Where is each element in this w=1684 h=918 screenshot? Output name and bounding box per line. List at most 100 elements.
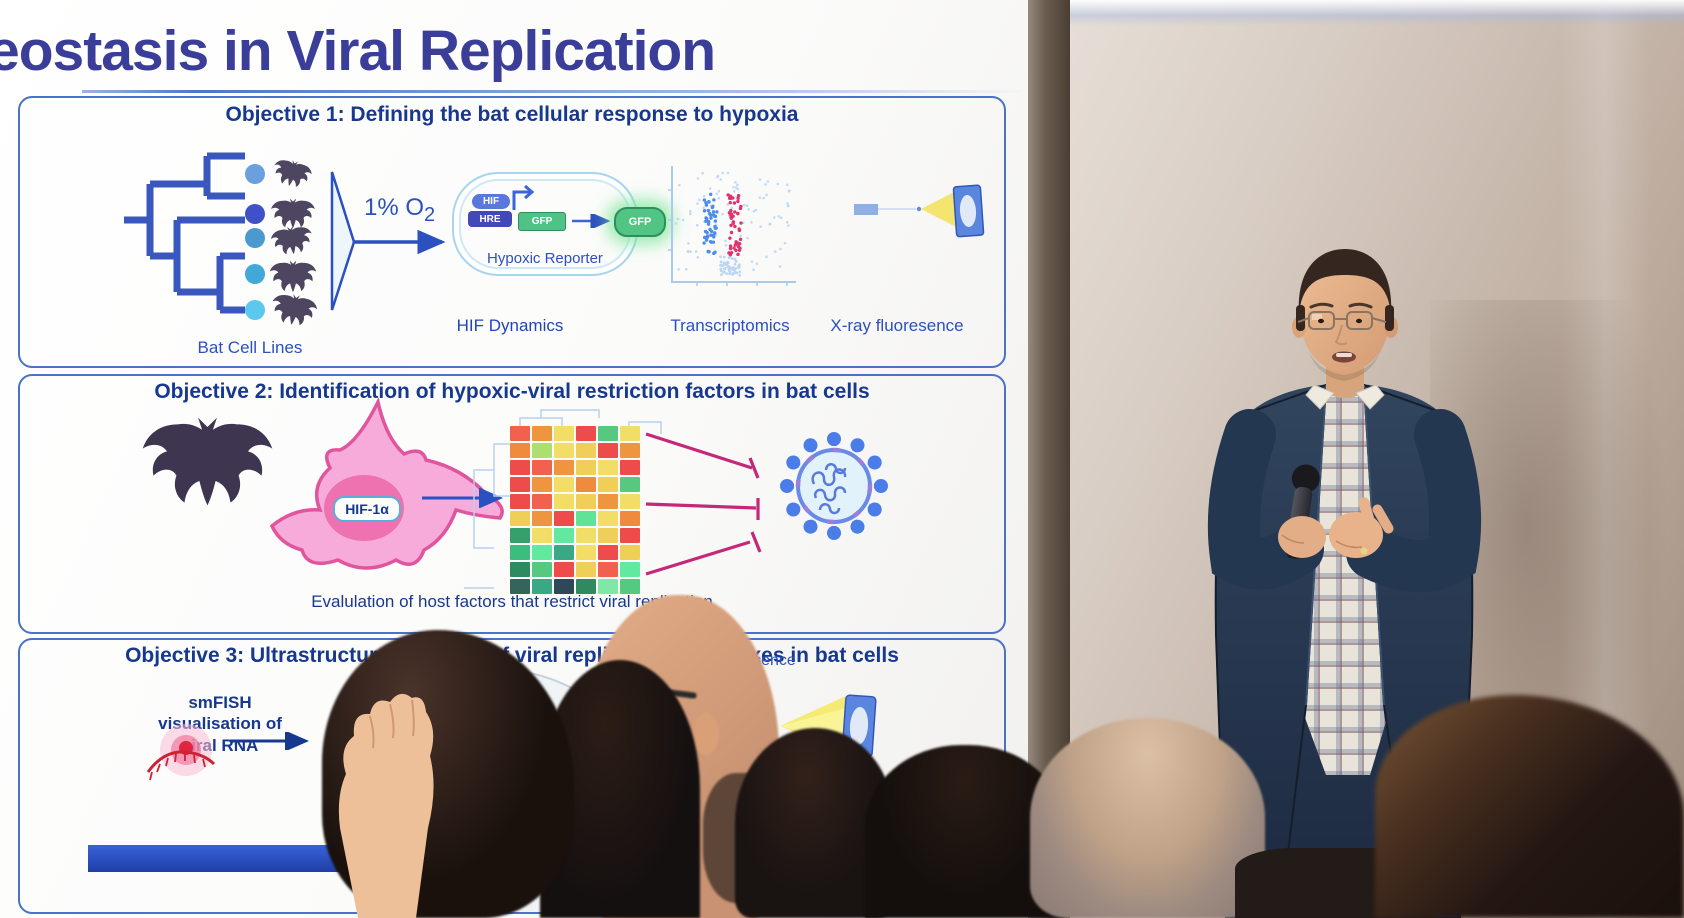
heatmap-cell <box>554 443 574 458</box>
slide-title: eostasis in Viral Replication <box>0 19 716 83</box>
heatmap-cell <box>554 545 574 560</box>
virus-spikes <box>780 432 888 540</box>
heatmap-cell <box>576 511 596 526</box>
audience-bald-head <box>1030 718 1265 918</box>
heatmap-cell <box>554 494 574 509</box>
heatmap-cell <box>554 528 574 543</box>
virus-icon <box>780 432 888 540</box>
rna-probe-icon <box>146 724 216 781</box>
objective2-box: Objective 2: Identification of hypoxic-v… <box>18 374 1006 634</box>
heatmap-cell <box>532 545 552 560</box>
hypoxic-reporter-icon: HIF HRE GFP GFP Hypoxic Reporter <box>452 172 666 276</box>
presenter-right-arm <box>1207 409 1324 590</box>
heatmap-cell <box>510 477 530 492</box>
heatmap-cell <box>510 460 530 475</box>
plaid-shirt <box>1304 387 1388 775</box>
funnel-icon <box>330 171 356 311</box>
heatmap-cell <box>598 460 618 475</box>
promoter-arrow-icon <box>512 184 535 210</box>
heatmap-cell <box>510 443 530 458</box>
heatmap-cell <box>510 528 530 543</box>
cell-to-heatmap-arrow <box>422 488 503 508</box>
hif-pill: HIF <box>472 194 510 209</box>
heatmap-cell <box>620 460 640 475</box>
glasses-icon <box>1297 311 1387 330</box>
heatmap-cell <box>510 562 530 577</box>
heatmap-cell <box>510 426 530 441</box>
eyebrows <box>1309 302 1373 309</box>
heatmap-cell <box>576 579 596 594</box>
heatmap-cell <box>576 494 596 509</box>
heatmap-cell <box>598 443 618 458</box>
heatmap-cell <box>620 528 640 543</box>
audience-hand <box>338 693 434 918</box>
inhibition-lines <box>645 432 762 576</box>
objective2-heading: Objective 2: Identification of hypoxic-v… <box>154 380 870 403</box>
heatmap-cell <box>620 545 640 560</box>
heatmap-cell <box>620 562 640 577</box>
bat-icons <box>269 156 319 328</box>
xray-detector <box>952 184 985 238</box>
heatmap-cell <box>532 494 552 509</box>
heatmap-cell <box>532 443 552 458</box>
heatmap-cell <box>598 562 618 577</box>
objective2-caption: Evalulation of host factors that restric… <box>311 592 713 611</box>
hre-pill: HRE <box>468 211 512 227</box>
volcano-plot-icon <box>668 166 796 286</box>
oxygen-label: 1% O2 <box>364 194 435 227</box>
heatmap-cell <box>510 545 530 560</box>
virus-rna-squiggles <box>811 463 847 515</box>
heatmap-cell <box>620 511 640 526</box>
heatmap-cell <box>510 579 530 594</box>
heatmap-cell <box>576 545 596 560</box>
transcriptomics-label: Transcriptomics <box>670 316 790 335</box>
heatmap-cell <box>598 426 618 441</box>
heatmap-cell <box>532 579 552 594</box>
heatmap-cell <box>576 460 596 475</box>
presenter-left-arm <box>1346 409 1482 592</box>
heatmap-cell <box>598 579 618 594</box>
gfp-protein-pill: GFP <box>614 207 666 237</box>
oxygen-sub: 2 <box>424 203 436 226</box>
heatmap-cell <box>532 528 552 543</box>
presenter-head <box>1292 249 1398 381</box>
heatmap-cell <box>620 579 640 594</box>
stubble <box>1306 337 1384 381</box>
heatmap-cell <box>598 545 618 560</box>
nose <box>1334 324 1348 346</box>
heatmap-cell <box>620 477 640 492</box>
heatmap-cell <box>532 426 552 441</box>
oxygen-text: 1% O <box>364 194 425 221</box>
heatmap-cell <box>554 511 574 526</box>
heatmap-cell <box>554 579 574 594</box>
smfish-line1: smFISH <box>188 693 252 712</box>
heatmap-cell <box>576 477 596 492</box>
tree-nodes <box>245 164 265 320</box>
heatmap-cell <box>576 562 596 577</box>
heatmap-cell <box>554 426 574 441</box>
heatmap-cell <box>620 443 640 458</box>
heatmap-cell <box>576 528 596 543</box>
heatmap-cell <box>532 562 552 577</box>
title-divider <box>82 90 1030 93</box>
reporter-caption: Hypoxic Reporter <box>487 250 603 267</box>
heatmap-cell <box>598 477 618 492</box>
heatmap-cell <box>554 477 574 492</box>
objective1-heading: Objective 1: Defining the bat cellular r… <box>225 103 799 126</box>
gfp-gene-box: GFP <box>518 212 566 231</box>
heatmap-cell <box>576 443 596 458</box>
audience-head-blurred <box>1375 695 1684 918</box>
hif1a-badge: HIF-1α <box>333 496 401 522</box>
heatmap-cell <box>598 528 618 543</box>
heatmap-cell <box>510 511 530 526</box>
heatmap-cell <box>532 460 552 475</box>
objective1-box: Objective 1: Defining the bat cellular r… <box>18 96 1006 368</box>
heatmap-cell <box>598 494 618 509</box>
reporter-arrow <box>572 214 611 228</box>
hif-dynamics-label: HIF Dynamics <box>456 316 564 335</box>
ring <box>1360 547 1368 555</box>
heatmap-cell <box>554 562 574 577</box>
ceiling-glare <box>1030 0 1684 26</box>
heatmap-dendrogram <box>464 409 662 589</box>
heatmap-cell <box>532 511 552 526</box>
